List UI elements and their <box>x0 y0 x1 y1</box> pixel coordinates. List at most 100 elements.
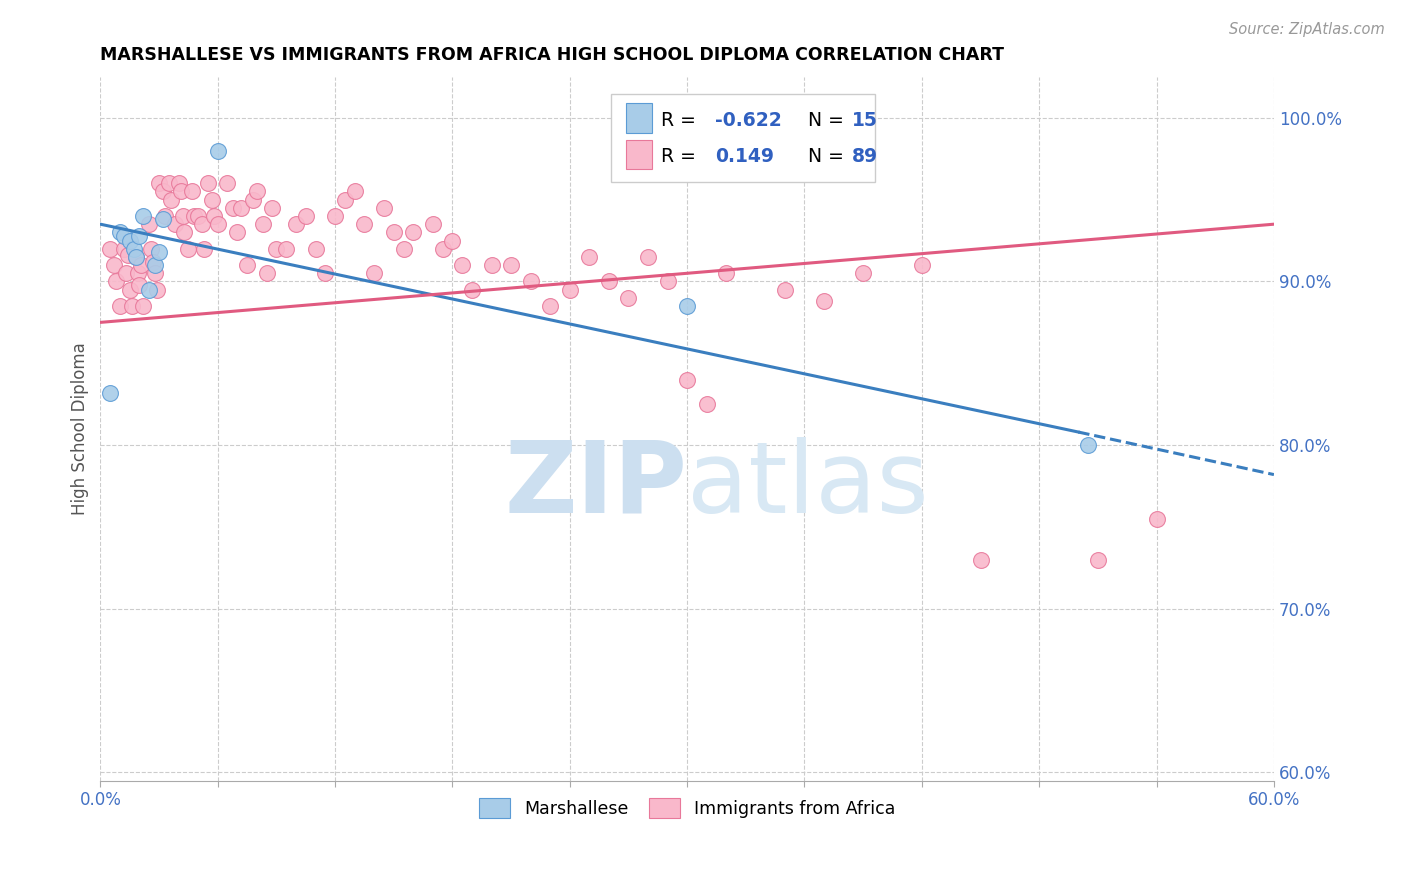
Point <box>167 176 190 190</box>
Text: 0.149: 0.149 <box>716 147 775 166</box>
Text: Source: ZipAtlas.com: Source: ZipAtlas.com <box>1229 22 1385 37</box>
Point <box>1087 552 1109 566</box>
Point <box>696 397 718 411</box>
Point <box>122 242 145 256</box>
Point <box>558 283 581 297</box>
Point <box>294 209 316 223</box>
Point <box>138 217 160 231</box>
Point <box>193 242 215 256</box>
Text: N =: N = <box>796 147 851 166</box>
Point <box>202 209 225 223</box>
Point <box>187 209 209 223</box>
Point <box>813 294 835 309</box>
Bar <box>626 140 652 169</box>
Point <box>181 185 204 199</box>
Point <box>173 226 195 240</box>
Text: MARSHALLESE VS IMMIGRANTS FROM AFRICA HIGH SCHOOL DIPLOMA CORRELATION CHART: MARSHALLESE VS IMMIGRANTS FROM AFRICA HI… <box>100 46 1004 64</box>
Point <box>143 266 166 280</box>
Point <box>163 217 186 231</box>
Point <box>276 242 298 256</box>
Point <box>124 250 146 264</box>
Bar <box>626 103 652 133</box>
Point <box>402 226 425 240</box>
Text: R =: R = <box>661 147 702 166</box>
Point <box>217 176 239 190</box>
Point <box>201 193 224 207</box>
Point <box>103 258 125 272</box>
Point <box>441 234 464 248</box>
Point <box>146 283 169 297</box>
Point <box>246 185 269 199</box>
Point <box>1077 438 1099 452</box>
Point <box>231 201 253 215</box>
Point <box>392 242 415 256</box>
Point <box>169 185 191 199</box>
Legend: Marshallese, Immigrants from Africa: Marshallese, Immigrants from Africa <box>472 791 903 825</box>
Point <box>519 275 541 289</box>
Point <box>177 242 200 256</box>
Point <box>142 255 165 269</box>
Text: R =: R = <box>661 112 702 130</box>
Point <box>323 209 346 223</box>
Point <box>197 176 219 190</box>
Point <box>191 217 214 231</box>
Point <box>114 266 136 280</box>
Point <box>143 258 166 272</box>
FancyBboxPatch shape <box>610 95 875 183</box>
Point <box>152 212 174 227</box>
Y-axis label: High School Diploma: High School Diploma <box>72 343 89 516</box>
Point <box>207 144 229 158</box>
Point <box>141 242 163 256</box>
Point <box>242 193 264 207</box>
Point <box>117 248 139 262</box>
Point <box>148 176 170 190</box>
Point <box>451 258 474 272</box>
Point <box>112 228 135 243</box>
Point <box>131 258 153 272</box>
Text: 15: 15 <box>852 112 877 130</box>
Point <box>121 299 143 313</box>
Point <box>284 217 307 231</box>
Point <box>132 209 155 223</box>
Point <box>617 291 640 305</box>
Point <box>105 275 128 289</box>
Point <box>127 266 149 280</box>
Point <box>481 258 503 272</box>
Point <box>501 258 523 272</box>
Point <box>333 193 356 207</box>
Point <box>1146 512 1168 526</box>
Point <box>128 277 150 292</box>
Point <box>112 242 135 256</box>
Point <box>222 201 245 215</box>
Point <box>852 266 875 280</box>
Point <box>207 217 229 231</box>
Point <box>538 299 561 313</box>
Point <box>373 201 395 215</box>
Point <box>911 258 934 272</box>
Point <box>422 217 444 231</box>
Point <box>159 193 181 207</box>
Point <box>157 176 180 190</box>
Text: atlas: atlas <box>688 436 929 533</box>
Point <box>128 228 150 243</box>
Point <box>98 242 121 256</box>
Point <box>773 283 796 297</box>
Point <box>343 185 366 199</box>
Point <box>153 209 176 223</box>
Text: N =: N = <box>796 112 851 130</box>
Point <box>138 283 160 297</box>
Point <box>148 245 170 260</box>
Point <box>152 185 174 199</box>
Point <box>256 266 278 280</box>
Point <box>98 385 121 400</box>
Text: -0.622: -0.622 <box>716 112 782 130</box>
Point <box>657 275 679 289</box>
Point <box>118 234 141 248</box>
Point <box>124 250 146 264</box>
Point <box>637 250 659 264</box>
Point <box>266 242 288 256</box>
Point <box>363 266 385 280</box>
Point <box>461 283 484 297</box>
Point <box>252 217 274 231</box>
Text: ZIP: ZIP <box>505 436 688 533</box>
